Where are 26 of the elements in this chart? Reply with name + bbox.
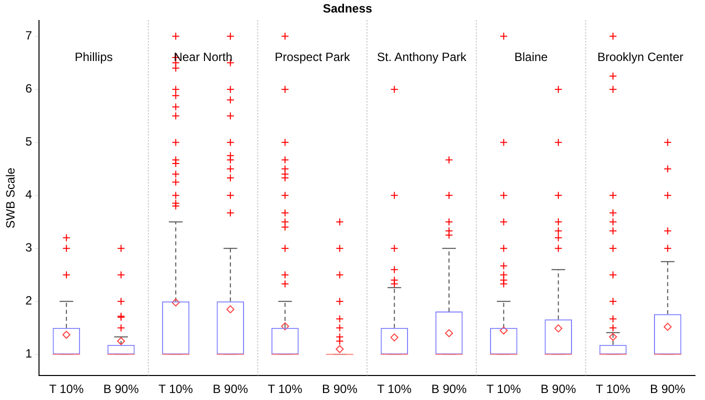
chart-title: Sadness	[322, 2, 373, 16]
y-tick-label: 1	[25, 346, 32, 361]
annotation: Prospect Park	[274, 50, 352, 64]
y-tick-label: 3	[25, 240, 32, 255]
x-tick-label: B 90%	[650, 382, 686, 396]
y-tick-label: 6	[25, 82, 32, 96]
x-tick-label: T 10%	[49, 382, 84, 396]
x-tick-label: T 10%	[486, 382, 522, 396]
x-tick-label: B 90%	[540, 382, 576, 396]
y-tick-label: 5	[25, 134, 32, 149]
annotation: Brooklyn Center	[597, 50, 684, 64]
x-tick-label: T 10%	[268, 382, 303, 396]
annotation: Blaine	[514, 50, 548, 64]
y-tick-label: 4	[25, 188, 32, 202]
annotation: Phillips	[74, 50, 113, 64]
x-tick-label: T 10%	[158, 382, 194, 396]
annotation: St. Anthony Park	[377, 50, 468, 64]
x-tick-label: B 90%	[103, 382, 140, 396]
x-tick-label: B 90%	[322, 382, 358, 396]
x-tick-label: T 10%	[377, 382, 412, 396]
x-tick-label: B 90%	[212, 382, 248, 396]
y-tick-label: 2	[25, 294, 32, 308]
x-tick-label: B 90%	[431, 382, 468, 396]
x-tick-label: T 10%	[596, 382, 631, 396]
y-tick-label: 7	[25, 28, 32, 43]
y-axis-title: SWB Scale	[4, 167, 18, 228]
